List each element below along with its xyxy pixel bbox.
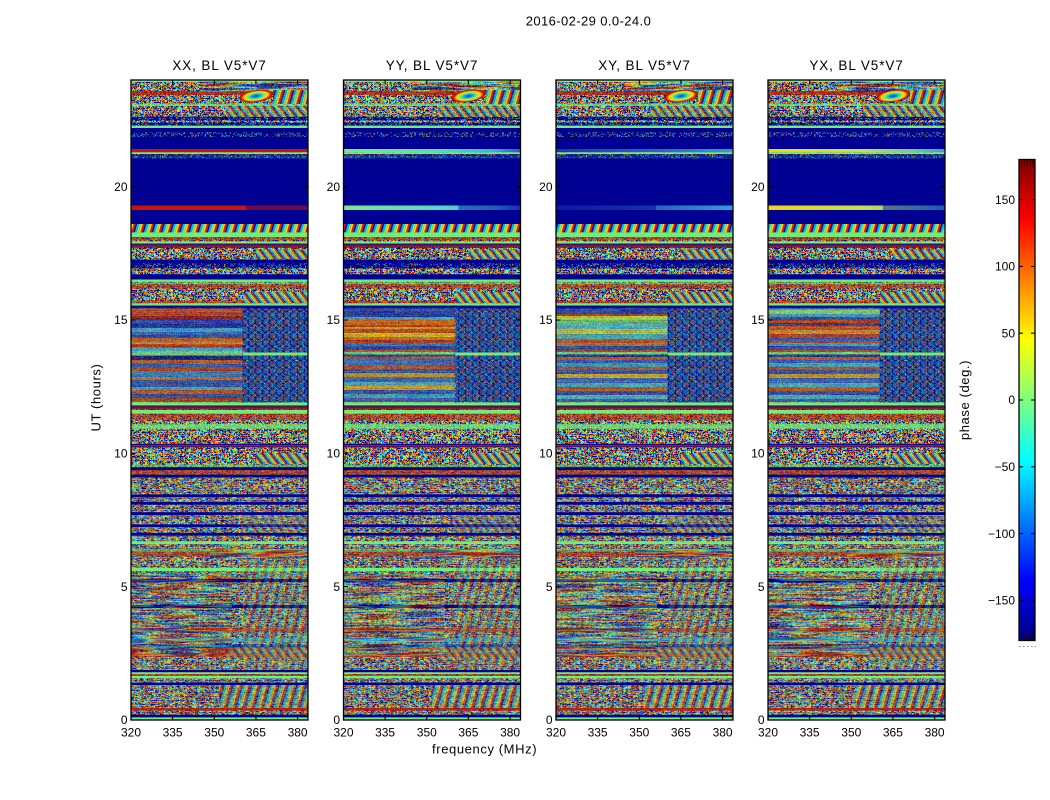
svg-text:15: 15 (327, 313, 341, 327)
svg-text:20: 20 (327, 180, 341, 194)
svg-text:15: 15 (114, 313, 128, 327)
svg-text:365: 365 (458, 726, 478, 740)
svg-text:365: 365 (883, 726, 903, 740)
svg-text:−150: −150 (988, 594, 1015, 608)
svg-text:350: 350 (841, 726, 861, 740)
svg-text:380: 380 (713, 726, 733, 740)
svg-text:100: 100 (995, 260, 1015, 274)
svg-text:0: 0 (1008, 393, 1015, 407)
svg-text:20: 20 (539, 180, 553, 194)
svg-text:5: 5 (333, 580, 340, 594)
svg-text:335: 335 (588, 726, 608, 740)
svg-text:UT (hours): UT (hours) (89, 364, 104, 432)
svg-text:335: 335 (375, 726, 395, 740)
svg-text:320: 320 (546, 726, 566, 740)
svg-text:15: 15 (539, 313, 553, 327)
svg-text:320: 320 (333, 726, 353, 740)
svg-text:10: 10 (751, 447, 765, 461)
svg-text:20: 20 (751, 180, 765, 194)
svg-text:phase (deg.): phase (deg.) (957, 360, 972, 440)
svg-text:335: 335 (163, 726, 183, 740)
svg-text:XY, BL V5*V7: XY, BL V5*V7 (598, 58, 691, 73)
svg-text:2016-02-29 0.0-24.0: 2016-02-29 0.0-24.0 (526, 14, 651, 29)
svg-text:−50: −50 (995, 460, 1016, 474)
svg-text:frequency (MHz): frequency (MHz) (432, 742, 537, 757)
svg-text:380: 380 (500, 726, 520, 740)
svg-text:15: 15 (751, 313, 765, 327)
svg-text:YY, BL V5*V7: YY, BL V5*V7 (386, 58, 479, 73)
svg-text:365: 365 (671, 726, 691, 740)
svg-text:0: 0 (546, 713, 553, 727)
svg-text:YX, BL V5*V7: YX, BL V5*V7 (809, 58, 903, 73)
svg-text:320: 320 (758, 726, 778, 740)
svg-text:350: 350 (204, 726, 224, 740)
svg-text:5: 5 (546, 580, 553, 594)
svg-text:0: 0 (758, 713, 765, 727)
svg-text:0: 0 (121, 713, 128, 727)
svg-text:XX, BL V5*V7: XX, BL V5*V7 (172, 58, 266, 73)
svg-text:380: 380 (288, 726, 308, 740)
svg-text:20: 20 (114, 180, 128, 194)
svg-text:10: 10 (114, 447, 128, 461)
svg-text:10: 10 (327, 447, 341, 461)
svg-text:−100: −100 (988, 527, 1015, 541)
svg-text:380: 380 (925, 726, 945, 740)
svg-text:5: 5 (121, 580, 128, 594)
svg-text:10: 10 (539, 447, 553, 461)
svg-text:335: 335 (800, 726, 820, 740)
svg-text:350: 350 (417, 726, 437, 740)
svg-text:150: 150 (995, 193, 1015, 207)
svg-text:320: 320 (121, 726, 141, 740)
svg-text:350: 350 (629, 726, 649, 740)
svg-text:365: 365 (246, 726, 266, 740)
svg-text:0: 0 (333, 713, 340, 727)
svg-text:5: 5 (758, 580, 765, 594)
svg-text:50: 50 (1002, 326, 1016, 340)
